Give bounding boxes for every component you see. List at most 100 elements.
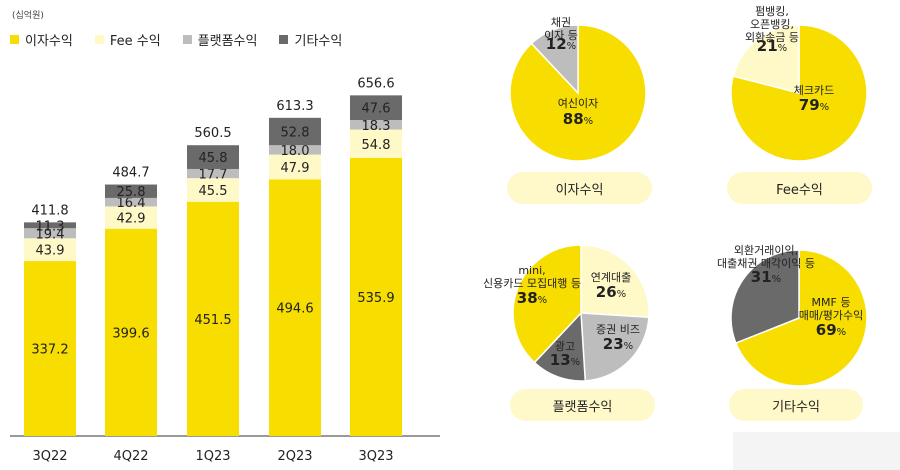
bar-segment-fee-3Q22 (24, 238, 76, 262)
pie-slice-label: 신용카드 모집대행 등 (483, 277, 581, 290)
bar-value-label-other-4Q22: 25.8 (117, 185, 146, 200)
bar-segment-other-1Q23 (187, 145, 239, 169)
bar-value-label-platform-3Q22: 19.4 (36, 227, 65, 242)
pie-slice-label: 채권 (551, 16, 571, 29)
legend-item-platform: 플랫폼수익 (182, 30, 258, 49)
bar-value-label-interest-4Q22: 399.6 (112, 326, 149, 341)
bar-total-label-3Q23: 656.6 (357, 76, 394, 91)
bar-segment-other-3Q22 (24, 222, 76, 229)
legend-item-interest: 이자수익 (10, 30, 73, 49)
bar-value-label-other-2Q23: 52.8 (281, 126, 310, 141)
legend-swatch-platform (182, 35, 192, 44)
pie-slice (730, 249, 800, 345)
pie-slice-label: 매매/평가수익 (799, 309, 863, 322)
x-tick-label-4Q22: 4Q22 (113, 449, 148, 464)
pie-slice-percent: 31% (751, 268, 781, 286)
bar-value-label-interest-3Q23: 535.9 (357, 291, 394, 306)
pie-slice-percent: 88% (563, 110, 593, 128)
pie-slice-percent: 38% (517, 289, 547, 307)
corner-panel (733, 432, 900, 470)
chart-legend: 이자수익 Fee 수익 플랫폼수익 기타수익 (10, 30, 342, 49)
pie-slice (530, 24, 579, 95)
pie-slice-percent: 26% (596, 283, 626, 301)
bar-segment-fee-2Q23 (269, 154, 321, 180)
pie-title-pill: 이자수익 (507, 172, 652, 204)
pie-slice-label: 광고 (555, 340, 575, 353)
bar-segment-platform-3Q23 (350, 120, 402, 130)
x-tick-label-2Q23: 2Q23 (277, 449, 312, 464)
pie-slice-percent: 12% (546, 35, 576, 53)
bar-value-label-fee-1Q23: 45.5 (199, 184, 228, 199)
bar-segment-fee-1Q23 (187, 178, 239, 202)
x-tick-label-1Q23: 1Q23 (195, 449, 230, 464)
bar-segment-interest-4Q22 (105, 228, 157, 436)
bar-total-label-3Q22: 411.8 (31, 203, 68, 218)
legend-swatch-other (279, 35, 289, 44)
pie-slice-percent: 69% (816, 321, 846, 339)
bar-value-label-other-3Q23: 47.6 (362, 102, 391, 117)
pie-slice-label: 연계대출 (591, 271, 631, 284)
bar-total-label-2Q23: 613.3 (276, 99, 313, 114)
bar-value-label-fee-3Q23: 54.8 (362, 138, 391, 153)
bar-segment-interest-3Q22 (24, 261, 76, 436)
legend-item-fee: Fee 수익 (94, 30, 161, 49)
bar-value-label-fee-4Q22: 42.9 (117, 212, 146, 227)
unit-label: (십억원) (12, 11, 44, 21)
bar-value-label-other-3Q22: 11.3 (36, 219, 65, 234)
pie-slice (732, 24, 800, 94)
pie-slice (512, 244, 582, 364)
bar-segment-other-3Q23 (350, 95, 402, 121)
bar-value-label-platform-1Q23: 17.7 (199, 168, 228, 183)
bar-segment-platform-1Q23 (187, 168, 239, 179)
legend-item-other: 기타수익 (279, 30, 342, 49)
x-tick-label-3Q23: 3Q23 (358, 449, 393, 464)
bar-value-label-interest-1Q23: 451.5 (194, 313, 231, 328)
pie-slice-label: 대출채권 매각이익 등 (717, 257, 815, 270)
pie-title-pill: Fee수익 (727, 172, 872, 204)
legend-label-platform: 플랫폼수익 (197, 34, 258, 49)
pie-slice-label: 체크카드 (794, 84, 834, 97)
pie-title-pill: 기타수익 (729, 389, 863, 421)
bar-segment-interest-1Q23 (187, 201, 239, 436)
pie-slice-percent: 13% (550, 351, 580, 369)
bar-segment-interest-3Q23 (350, 157, 402, 436)
pie-slice (734, 249, 868, 387)
pie-slice-label: 외환거래이익, (734, 244, 798, 257)
bar-value-label-interest-3Q22: 337.2 (31, 343, 68, 358)
bar-value-label-platform-2Q23: 18.0 (281, 144, 310, 159)
bar-value-label-platform-3Q23: 18.3 (362, 119, 391, 134)
legend-swatch-interest (10, 35, 19, 44)
pie-slice-label: 오픈뱅킹, (750, 18, 794, 31)
bar-total-label-4Q22: 484.7 (112, 166, 149, 181)
pie-slice-percent: 79% (799, 96, 829, 114)
pie-slice-label: 증권 비즈 (596, 323, 640, 336)
legend-label-other: 기타수익 (294, 34, 343, 49)
bar-segment-platform-4Q22 (105, 197, 157, 207)
bar-segment-interest-2Q23 (269, 179, 321, 436)
pie-slice-percent: 21% (757, 37, 787, 55)
bar-segment-platform-2Q23 (269, 145, 321, 155)
pie-slice-label: 이자 등 (544, 29, 578, 42)
bar-segment-other-4Q22 (105, 184, 157, 198)
pie-slice-label: MMF 등 (812, 296, 851, 309)
pie-slice (580, 244, 650, 319)
bar-segment-fee-3Q23 (350, 129, 402, 158)
bar-segment-platform-3Q22 (24, 228, 76, 239)
bar-total-label-1Q23: 560.5 (194, 126, 231, 141)
pie-slice-label: 여신이자 (558, 97, 598, 110)
pie-slice-label: mini, (518, 264, 545, 277)
bar-segment-other-2Q23 (269, 117, 321, 146)
bar-value-label-other-1Q23: 45.8 (199, 151, 228, 166)
bar-value-label-platform-4Q22: 16.4 (117, 196, 146, 211)
pie-slice (533, 311, 587, 382)
bar-value-label-fee-3Q22: 43.9 (36, 244, 65, 259)
bar-segment-fee-4Q22 (105, 206, 157, 229)
